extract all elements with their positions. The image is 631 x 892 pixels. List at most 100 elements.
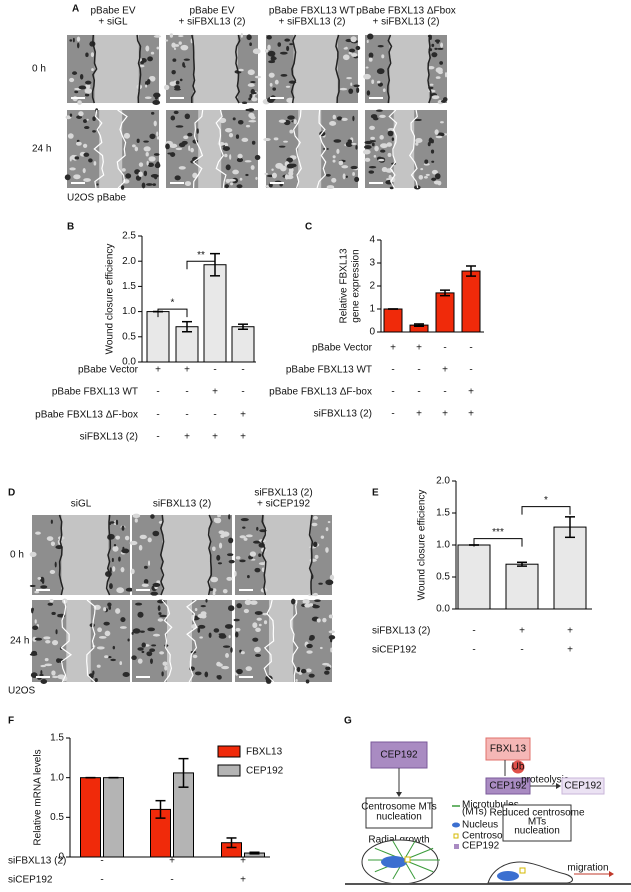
column-header: pBabe FBXL13 ΔFbox: [356, 6, 456, 17]
condition-sign: -: [443, 387, 446, 398]
cell: [289, 43, 294, 46]
cell: [115, 519, 119, 526]
microtubule: [392, 840, 405, 861]
y-tick-label: 0.0: [436, 604, 450, 615]
wound-gap: [94, 35, 139, 103]
cell: [342, 173, 346, 180]
wound-edge: [91, 34, 98, 104]
cell: [366, 90, 371, 96]
cell: [112, 545, 119, 552]
cell: [137, 611, 144, 618]
cell: [134, 602, 143, 606]
y-axis-label: Wound closure efficiency: [105, 244, 116, 355]
cell: [152, 99, 161, 106]
cell: [277, 42, 282, 47]
cell: [332, 114, 336, 120]
cell: [429, 35, 432, 41]
cell: [83, 152, 90, 157]
cell: [236, 603, 243, 609]
cell: [104, 655, 109, 659]
cell: [250, 88, 255, 95]
cell: [247, 69, 255, 76]
cell: [308, 637, 314, 641]
condition-sign: -: [213, 410, 216, 421]
cell: [316, 618, 321, 623]
bar: [435, 292, 455, 333]
cell: [324, 670, 330, 675]
cell: [178, 41, 182, 45]
cell: [423, 162, 430, 166]
cell: [50, 519, 53, 524]
condition-sign: +: [240, 410, 246, 421]
cell: [427, 65, 435, 70]
cell: [57, 614, 62, 618]
cell: [367, 33, 374, 40]
cell: [194, 608, 198, 612]
cell: [153, 153, 160, 156]
cell: [144, 96, 152, 99]
cell: [162, 661, 168, 666]
cell: [51, 611, 56, 616]
cell: [174, 44, 180, 47]
diagram-text: nucleation: [376, 812, 422, 823]
bar: [103, 777, 124, 858]
cell: [44, 658, 49, 662]
cell: [69, 39, 73, 42]
condition-label: pBabe FBXL13 WT: [286, 365, 372, 376]
cell: [136, 138, 140, 143]
cell: [248, 112, 255, 119]
cell: [351, 52, 358, 57]
cell: [227, 553, 234, 557]
cell: [134, 518, 138, 523]
error-bar: [517, 561, 527, 567]
legend-label: CEP192: [246, 766, 284, 777]
diagram-text: proteolysis: [521, 775, 569, 786]
cell: [216, 554, 221, 561]
cell: [368, 57, 373, 62]
cell: [380, 149, 386, 153]
cell: [217, 562, 223, 565]
wound-edge: [293, 109, 302, 189]
cell: [376, 80, 381, 84]
condition-sign: +: [442, 365, 448, 376]
cell: [96, 183, 99, 186]
nucleation-box: [365, 797, 433, 829]
cell: [230, 182, 234, 186]
wound-edge: [136, 34, 142, 104]
cell: [330, 647, 333, 653]
cell: [379, 114, 386, 118]
y-tick-label: 1.5: [122, 281, 136, 292]
cell: [322, 617, 327, 623]
cell: [230, 647, 233, 653]
condition-sign: +: [184, 432, 190, 443]
cell: [222, 146, 230, 152]
cell: [174, 175, 181, 181]
cell: [271, 172, 278, 179]
cell: [415, 142, 419, 146]
y-tick-label: 3: [369, 258, 375, 269]
condition-sign: +: [390, 343, 396, 354]
cell: [150, 591, 159, 596]
ub: [511, 760, 525, 774]
wound-gap: [198, 110, 222, 188]
cell: [29, 653, 38, 656]
condition-sign: -: [391, 387, 394, 398]
cell: [125, 587, 134, 592]
cell: [339, 87, 348, 91]
micrograph: [29, 598, 130, 684]
cell: [429, 83, 434, 86]
cell: [76, 42, 80, 49]
cell: [233, 618, 240, 622]
cell: [333, 139, 342, 143]
cell: [345, 175, 348, 179]
cell: [34, 590, 40, 594]
cell: [51, 670, 56, 676]
condition-sign: +: [212, 387, 218, 398]
cell: [222, 588, 228, 594]
cell: [351, 142, 357, 145]
cell: [55, 629, 58, 635]
bar: [383, 308, 403, 333]
cell: [382, 88, 386, 93]
cell: [183, 58, 190, 61]
cell: [67, 133, 74, 139]
